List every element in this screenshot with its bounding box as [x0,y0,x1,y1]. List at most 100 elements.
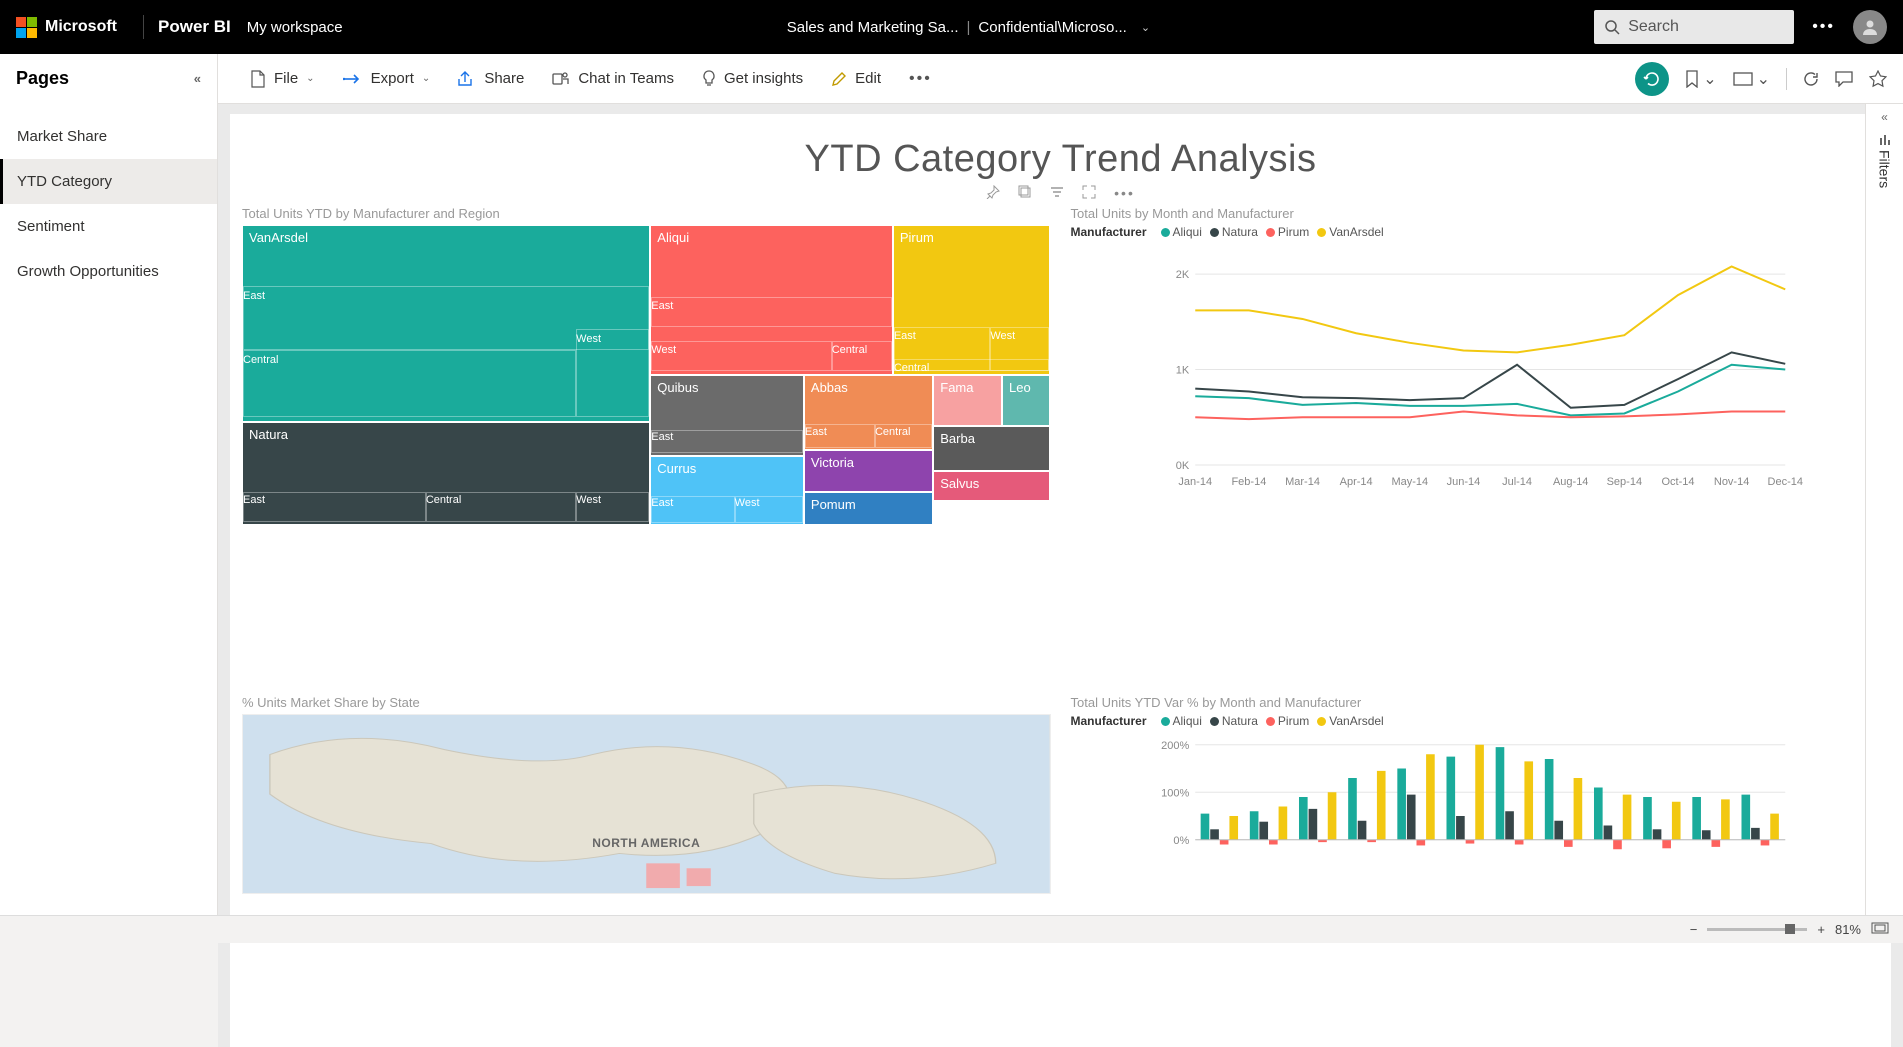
treemap-cell[interactable]: AbbasEastCentral [804,375,933,450]
search-icon [1604,19,1620,35]
visual-more-icon[interactable]: ••• [1114,185,1135,202]
collapse-pages-icon[interactable]: « [194,71,201,86]
filters-label: Filters [1877,150,1893,188]
svg-text:Nov-14: Nov-14 [1713,476,1748,488]
topbar: Microsoft Power BI My workspace Sales an… [0,0,1903,54]
svg-text:Mar-14: Mar-14 [1285,476,1320,488]
bookmark-button[interactable]: ⌄ [1685,69,1716,89]
fit-page-button[interactable] [1871,922,1889,937]
product-label[interactable]: Power BI [158,17,231,37]
svg-text:Feb-14: Feb-14 [1231,476,1266,488]
command-bar: File⌄ Export⌄ Share Chat in Teams Get in… [0,54,1903,104]
copy-icon[interactable] [1018,185,1032,202]
map-svg [243,715,1050,893]
page-tab[interactable]: Market Share [0,114,217,159]
refresh-button[interactable] [1803,71,1819,87]
view-button[interactable]: ⌄ [1733,69,1770,89]
user-avatar[interactable] [1853,10,1887,44]
svg-text:Dec-14: Dec-14 [1767,476,1802,488]
treemap-cell[interactable]: Salvus [933,471,1050,501]
focus-icon[interactable] [1082,185,1096,202]
treemap-cell[interactable]: Leo [1002,375,1051,426]
search-placeholder: Search [1628,18,1679,36]
map-area[interactable]: NORTH AMERICA [242,714,1051,894]
search-input[interactable]: Search [1594,10,1794,44]
export-icon [343,72,363,86]
zoom-out-button[interactable]: − [1690,922,1698,937]
treemap-cell[interactable]: Fama [933,375,1002,426]
fit-icon [1871,922,1889,934]
more-icon[interactable]: ••• [1812,18,1835,36]
lightbulb-icon [702,70,716,88]
treemap-cell[interactable]: VanArsdelEastCentralWest [242,225,650,422]
zoom-in-button[interactable]: + [1817,922,1825,937]
zoom-slider[interactable] [1707,928,1807,931]
more-commands-icon[interactable]: ••• [909,70,932,88]
treemap-cell[interactable]: Barba [933,426,1050,471]
star-icon [1869,70,1887,88]
brand-label: Microsoft [45,18,117,36]
map-continent-label: NORTH AMERICA [592,836,700,850]
treemap-cell[interactable]: NaturaEastCentralWest [242,422,650,526]
svg-text:Sep-14: Sep-14 [1606,476,1641,488]
report-canvas: YTD Category Trend Analysis ••• Total Un… [230,114,1891,1047]
favorite-button[interactable] [1869,70,1887,88]
divider [143,15,144,39]
svg-text:0%: 0% [1173,834,1189,846]
export-menu[interactable]: Export⌄ [343,70,431,87]
treemap-cell[interactable]: Victoria [804,450,933,492]
pages-pane: Pages « Market ShareYTD CategorySentimen… [0,54,218,915]
filters-icon [1878,132,1892,146]
reset-icon [1643,70,1661,88]
report-title: YTD Category Trend Analysis [242,138,1879,181]
treemap-cell[interactable]: QuibusEast [650,375,804,456]
bar-chart-svg: 0%100%200% [1071,734,1880,864]
workspace-link[interactable]: My workspace [247,19,343,36]
page-tab[interactable]: YTD Category [0,159,217,204]
page-tab[interactable]: Growth Opportunities [0,249,217,294]
pencil-icon [831,71,847,87]
svg-text:Oct-14: Oct-14 [1661,476,1694,488]
view-icon [1733,72,1753,86]
treemap-visual[interactable]: Total Units YTD by Manufacturer and Regi… [242,206,1051,675]
line-chart-svg: 0K1K2KJan-14Feb-14Mar-14Apr-14May-14Jun-… [1071,245,1880,495]
file-menu[interactable]: File⌄ [250,70,315,88]
bar-chart-title: Total Units YTD Var % by Month and Manuf… [1071,695,1880,710]
comment-button[interactable] [1835,71,1853,87]
filters-pane-collapsed[interactable]: « Filters [1865,104,1903,915]
person-icon [1861,18,1879,36]
line-chart-visual[interactable]: Total Units by Month and Manufacturer Ma… [1071,206,1880,675]
report-breadcrumb: Sales and Marketing Sa... | Confidential… [787,19,1150,36]
treemap-cell[interactable]: Pomum [804,492,933,525]
sensitivity-label[interactable]: Confidential\Microso... [978,19,1126,36]
chevron-down-icon[interactable]: ⌄ [1141,21,1150,34]
report-name[interactable]: Sales and Marketing Sa... [787,19,959,36]
svg-text:1K: 1K [1175,365,1189,377]
filter-icon[interactable] [1050,185,1064,202]
chat-teams-button[interactable]: Chat in Teams [552,70,674,87]
zoom-footer: − + 81% [0,915,1903,943]
map-visual[interactable]: % Units Market Share by State NORTH AMER… [242,695,1051,1044]
line-chart-legend: ManufacturerAliquiNaturaPirumVanArsdel [1071,225,1880,239]
expand-filters-icon[interactable]: « [1881,110,1888,124]
comment-icon [1835,71,1853,87]
svg-text:200%: 200% [1161,739,1189,751]
treemap-cell[interactable]: PirumEastWestCentral [893,225,1051,375]
page-tab[interactable]: Sentiment [0,204,217,249]
svg-text:Jan-14: Jan-14 [1178,476,1212,488]
file-icon [250,70,266,88]
share-button[interactable]: Share [458,70,524,87]
edit-button[interactable]: Edit [831,70,881,87]
insights-button[interactable]: Get insights [702,70,803,88]
bar-chart-visual[interactable]: Total Units YTD Var % by Month and Manuf… [1071,695,1880,1044]
svg-text:Aug-14: Aug-14 [1552,476,1587,488]
refresh-icon [1803,71,1819,87]
share-icon [458,71,476,87]
microsoft-logo-icon [16,17,37,38]
treemap-cell[interactable]: AliquiEastWestCentral [650,225,893,375]
reset-button[interactable] [1635,62,1669,96]
pin-icon[interactable] [986,185,1000,202]
pages-title: Pages [16,68,69,89]
treemap-cell[interactable]: CurrusEastWest [650,456,804,525]
svg-text:Apr-14: Apr-14 [1339,476,1372,488]
